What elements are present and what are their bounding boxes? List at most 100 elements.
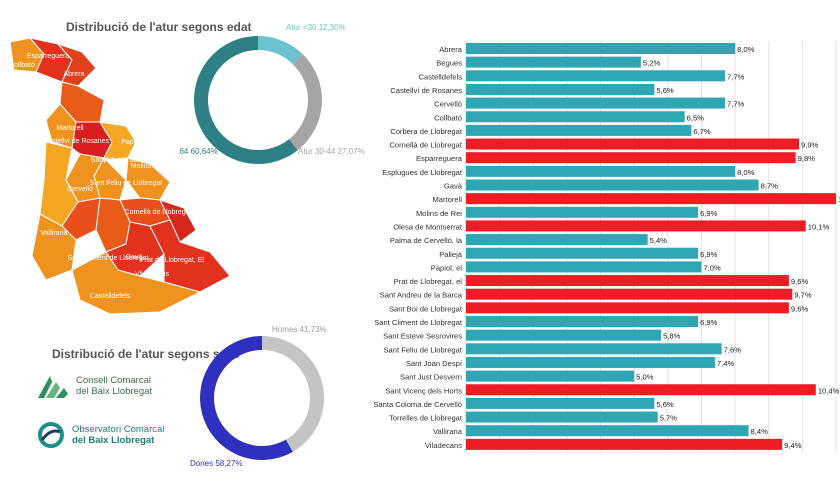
map-region-13 xyxy=(159,199,197,243)
age-donut-chart: Atur <30 12,30% Atur 30-44 27,07% Atur 45-… xyxy=(180,23,365,165)
value-label: 5,6% xyxy=(656,86,674,95)
value-label: 5,7% xyxy=(660,414,678,423)
map-region-18 xyxy=(71,251,202,315)
value-label: 8,7% xyxy=(761,182,779,191)
map-label-5: Papiol, El xyxy=(121,139,151,146)
value-label: 9,9% xyxy=(801,141,819,150)
value-label: 9,7% xyxy=(794,291,812,300)
bar xyxy=(466,247,699,259)
consell-leaf-icon xyxy=(38,376,68,398)
category-label: Cornellà de Llobregat xyxy=(389,141,463,150)
bar xyxy=(466,261,702,273)
category-label: Esparreguera xyxy=(416,154,463,163)
map-label-11: Vallirana xyxy=(41,230,68,237)
value-label: 5,4% xyxy=(650,236,668,245)
value-label: 9,4% xyxy=(784,441,802,450)
map-label-6: Pallejà xyxy=(103,158,124,165)
sex-donut-label-0: Homes 41,73% xyxy=(272,325,327,334)
category-label: Sant Esteve Sesrovires xyxy=(383,332,462,341)
map-label-8: Cervelló xyxy=(67,186,93,193)
value-label: 8,4% xyxy=(751,427,769,436)
bar xyxy=(466,329,662,341)
bar xyxy=(466,152,796,164)
category-label: Sant Climent de Llobregat xyxy=(374,318,463,327)
gridlines xyxy=(465,41,837,453)
value-label: 9,8% xyxy=(798,154,816,163)
category-label: Cervelló xyxy=(434,100,462,109)
map-label-9: Sant Vicenç dels Horts xyxy=(91,157,162,164)
map-label-2: Abrera xyxy=(63,71,84,78)
bar xyxy=(466,56,641,68)
value-label: 6,9% xyxy=(700,318,718,327)
category-label: Sant Joan Despí xyxy=(406,359,463,368)
value-label: 5,8% xyxy=(663,332,681,341)
category-label: Olesa de Montserrat xyxy=(393,222,463,231)
category-label: Viladecans xyxy=(425,441,462,450)
map-label-12: Cornellà de Llobregat xyxy=(125,209,192,216)
map-region-17 xyxy=(149,219,231,293)
bar xyxy=(466,138,799,150)
sex-donut-chart: Homes 41,73% Dones 58,27% xyxy=(190,325,327,468)
value-label: 7,4% xyxy=(717,359,735,368)
unemployment-bar-chart: Abrera 8,0% Begues 5,2% Castelldefels 7,7% Cas… xyxy=(373,41,840,453)
map-label-13: Sant Climent de Llobregat xyxy=(68,255,149,262)
left-panel: Distribució de l'atur segons edat Collba… xyxy=(0,0,368,485)
value-label: 9,6% xyxy=(791,304,809,313)
value-label: 10,1% xyxy=(808,222,830,231)
map-region-6 xyxy=(99,121,137,161)
map-label-0: Collbató xyxy=(9,62,35,69)
consell-comarcal-logo: Consell Comarcal del Baix Llobregat xyxy=(36,372,152,400)
comarca-map: Collbató Esparreguera Abrera Martorell Caste… xyxy=(9,37,231,315)
bar xyxy=(466,302,789,314)
observatori-line2: del Baix Llobregat xyxy=(72,435,155,446)
bar xyxy=(466,425,749,437)
value-label: 7,7% xyxy=(727,100,745,109)
bar xyxy=(466,234,648,246)
value-label: 8,0% xyxy=(737,168,755,177)
category-label: Sant Boi de Llobregat xyxy=(389,304,463,313)
value-label: 6,9% xyxy=(700,209,718,218)
category-label: Begues xyxy=(436,59,462,68)
sex-donut-slice-0 xyxy=(262,336,324,452)
category-label: Molins de Rei xyxy=(416,209,462,218)
age-donut-slice-1 xyxy=(288,54,322,151)
category-label: Santa Coloma de Cervelló xyxy=(373,400,462,409)
map-regions xyxy=(9,37,231,315)
bar xyxy=(466,83,655,95)
age-donut-slice-2 xyxy=(194,36,298,165)
category-label: Prat de Llobregat, el xyxy=(394,277,463,286)
bar xyxy=(466,370,635,382)
bar xyxy=(466,193,836,205)
bar xyxy=(466,384,816,396)
observatori-circle-icon xyxy=(38,422,64,448)
map-label-10: Sant Feliu de Llobregat xyxy=(90,180,162,187)
map-label-7: Molins de Rei xyxy=(131,163,174,170)
value-label: 6,9% xyxy=(700,250,718,259)
bar xyxy=(466,70,725,82)
value-label: 5,2% xyxy=(643,59,661,68)
category-label: Collbató xyxy=(434,113,462,122)
category-label: Palma de Cervelló, la xyxy=(390,236,463,245)
value-label: 5,6% xyxy=(656,400,674,409)
category-label: Sant Andreu de la Barca xyxy=(380,291,463,300)
bar xyxy=(466,397,655,409)
bar xyxy=(466,411,658,423)
age-chart-title: Distribució de l'atur segons edat xyxy=(66,20,252,34)
consell-line1: Consell Comarcal xyxy=(76,375,151,386)
value-label: 11,0% xyxy=(838,195,840,204)
value-label: 5,0% xyxy=(636,373,654,382)
map-label-14: Gavà xyxy=(126,254,143,261)
observatori-logo: Observatori Comarcal del Baix Llobregat xyxy=(36,420,164,450)
age-donut-slice-0 xyxy=(258,36,303,65)
category-label: Pallejà xyxy=(439,250,463,259)
age-donut-label-1: Atur 30-44 27,07% xyxy=(298,147,365,156)
value-label: 9,6% xyxy=(791,277,809,286)
value-label: 10,4% xyxy=(818,386,840,395)
bar xyxy=(466,43,736,54)
category-label: Gavà xyxy=(444,182,463,191)
category-label: Castelldefels xyxy=(419,72,463,81)
bar xyxy=(466,438,783,450)
bar xyxy=(466,316,699,327)
category-label: Sant Feliu de Llobregat xyxy=(383,345,462,354)
sex-donut-slice-1 xyxy=(199,336,293,460)
